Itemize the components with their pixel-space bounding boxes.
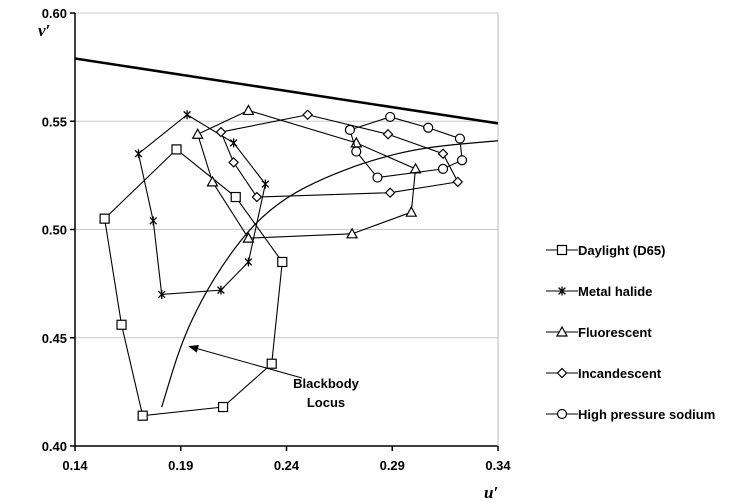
spectrum-boundary-line <box>74 57 499 125</box>
y-tick-label: 0.55 <box>42 114 67 129</box>
series-line-square <box>104 148 283 417</box>
data-point-triangle <box>206 175 219 187</box>
series-line-triangle <box>197 109 417 239</box>
data-point-circle <box>344 124 356 136</box>
x-axis-title: u′ <box>484 483 498 502</box>
data-point-star <box>183 110 191 120</box>
legend-label: Fluorescent <box>578 325 652 340</box>
data-point-star <box>149 216 158 226</box>
y-tick-label: 0.50 <box>42 223 67 238</box>
legend-item: Metal halide <box>546 284 652 299</box>
curves <box>74 57 499 408</box>
data-point-star <box>244 257 253 267</box>
blackbody-locus-curve <box>161 140 499 408</box>
data-point-triangle <box>242 104 255 116</box>
data-point-triangle <box>405 205 418 217</box>
legend-item: Fluorescent <box>546 325 652 340</box>
legend: Daylight (D65) Metal halide Fluorescent Inc… <box>546 243 715 422</box>
y-tick-label: 0.45 <box>42 331 67 346</box>
data-point-diamond <box>215 126 227 138</box>
data-point-circle <box>372 172 383 183</box>
y-axis-title: v′ <box>38 21 50 40</box>
y-tick-label: 0.40 <box>42 439 67 454</box>
data-point-diamond <box>302 109 313 121</box>
data-point-triangle <box>191 128 204 139</box>
x-tick-label: 0.14 <box>62 458 88 473</box>
legend-item: Daylight (D65) <box>546 243 665 258</box>
data-point-diamond <box>251 191 263 203</box>
data-point-circle <box>423 122 434 133</box>
data-point-diamond <box>437 148 449 160</box>
data-point-star <box>134 149 143 159</box>
axis-ticks: 0.40 0.45 0.50 0.55 0.60 0.14 0.19 0.24 0.29 0.34 <box>42 6 512 473</box>
data-point-square <box>116 319 127 330</box>
legend-label: Incandescent <box>578 366 662 381</box>
data-point-diamond <box>382 128 394 140</box>
data-point-square <box>230 191 241 203</box>
data-point-star <box>229 138 238 148</box>
data-point-square <box>266 358 277 369</box>
data-point-triangle <box>242 231 255 243</box>
legend-label: Metal halide <box>578 284 652 299</box>
annotation-text-line: Blackbody <box>293 376 360 391</box>
x-tick-label: 0.19 <box>168 458 193 473</box>
legend-marker-circle <box>556 408 568 420</box>
data-point-star <box>157 289 166 299</box>
data-point-square <box>277 256 288 268</box>
data-point-star <box>217 285 225 295</box>
grid-lines <box>75 12 498 339</box>
data-point-star <box>261 179 270 189</box>
annotation-text-line: Locus <box>307 395 345 410</box>
data-point-square <box>171 144 182 155</box>
x-tick-label: 0.34 <box>485 458 511 473</box>
data-point-diamond <box>384 187 396 199</box>
x-tick-label: 0.29 <box>380 458 405 473</box>
data-point-triangle <box>346 227 359 239</box>
legend-label: Daylight (D65) <box>578 243 665 258</box>
data-point-circle <box>437 163 449 174</box>
annotation-arrow <box>188 344 303 379</box>
data-point-square <box>217 401 229 413</box>
data-point-diamond <box>228 157 239 168</box>
data-point-circle <box>385 111 396 123</box>
series-line-diamond <box>220 114 459 198</box>
legend-item: High pressure sodium <box>546 407 715 422</box>
annotation: Blackbody Locus <box>188 344 360 410</box>
data-point-square <box>99 213 110 224</box>
data-point-circle <box>456 155 468 166</box>
x-tick-label: 0.24 <box>274 458 300 473</box>
series-line-star <box>137 114 266 296</box>
legend-marker-diamond <box>556 367 568 379</box>
data-point-diamond <box>452 176 464 188</box>
legend-marker-star <box>558 286 566 296</box>
legend-marker-square <box>556 244 568 256</box>
y-tick-label: 0.60 <box>42 6 67 21</box>
series <box>99 104 468 421</box>
legend-marker-triangle <box>555 325 569 337</box>
legend-item: Incandescent <box>546 366 662 381</box>
data-point-square <box>137 410 148 421</box>
data-point-circle <box>454 133 466 144</box>
legend-label: High pressure sodium <box>578 407 715 422</box>
data-point-circle <box>351 146 362 157</box>
